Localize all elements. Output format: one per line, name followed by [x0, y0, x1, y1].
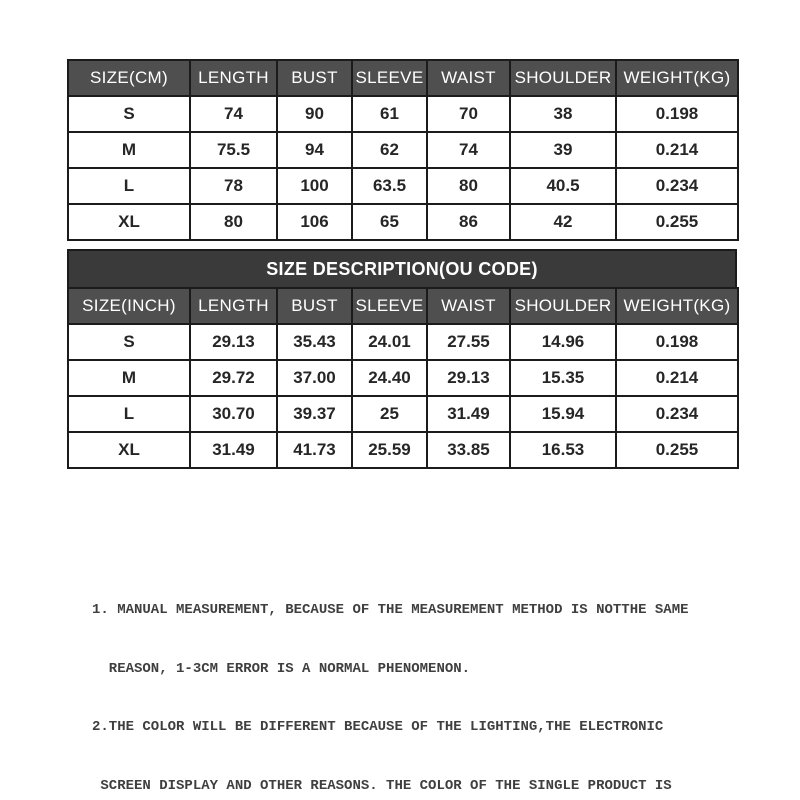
table-cell: 25.59 — [351, 431, 428, 469]
table-row-xl: XL 31.49 41.73 25.59 33.85 16.53 0.255 — [67, 431, 739, 469]
table-cell: 33.85 — [426, 431, 511, 469]
table-cell: 40.5 — [509, 167, 617, 205]
table-cell: 30.70 — [189, 395, 278, 433]
table-cell: 0.234 — [615, 167, 739, 205]
table-cell: 100 — [276, 167, 353, 205]
table-cell: 106 — [276, 203, 353, 241]
table-cell: 42 — [509, 203, 617, 241]
size-label: L — [67, 395, 191, 433]
table-cell: 24.01 — [351, 323, 428, 361]
column-header-shoulder: SHOULDER — [509, 287, 617, 325]
table-cell: 31.49 — [426, 395, 511, 433]
column-header-length: LENGTH — [189, 59, 278, 97]
table-cell: 80 — [426, 167, 511, 205]
table-cell: 24.40 — [351, 359, 428, 397]
table-cell: 39 — [509, 131, 617, 169]
table-cell: 0.214 — [615, 359, 739, 397]
table-cell: 37.00 — [276, 359, 353, 397]
table-cell: 94 — [276, 131, 353, 169]
column-header-waist: WAIST — [426, 287, 511, 325]
table-cell: 31.49 — [189, 431, 278, 469]
note-line: 1. MANUAL MEASUREMENT, BECAUSE OF THE ME… — [92, 602, 689, 618]
table-cell: 63.5 — [351, 167, 428, 205]
table-cell: 29.13 — [189, 323, 278, 361]
size-chart-content: SIZE(CM) LENGTH BUST SLEEVE WAIST SHOULD… — [67, 59, 739, 469]
note-line: REASON, 1-3CM ERROR IS A NORMAL PHENOMEN… — [92, 660, 471, 677]
column-header-waist: WAIST — [426, 59, 511, 97]
table-cell: 78 — [189, 167, 278, 205]
size-label: M — [67, 359, 191, 397]
table-row-m: M 29.72 37.00 24.40 29.13 15.35 0.214 — [67, 359, 739, 397]
size-label: L — [67, 167, 191, 205]
table-cell: 15.35 — [509, 359, 617, 397]
column-header-shoulder: SHOULDER — [509, 59, 617, 97]
table-cell: 74 — [426, 131, 511, 169]
table-cell: 75.5 — [189, 131, 278, 169]
table-cell: 0.234 — [615, 395, 739, 433]
table-row-m: M 75.5 94 62 74 39 0.214 — [67, 131, 739, 169]
table-cell: 29.13 — [426, 359, 511, 397]
table-cell: 16.53 — [509, 431, 617, 469]
size-table-cm: SIZE(CM) LENGTH BUST SLEEVE WAIST SHOULD… — [67, 59, 739, 241]
table-cell: 86 — [426, 203, 511, 241]
table-cell: 0.214 — [615, 131, 739, 169]
size-label: S — [67, 95, 191, 133]
column-header-size-cm: SIZE(CM) — [67, 59, 191, 97]
table-cell: 14.96 — [509, 323, 617, 361]
note-line: SCREEN DISPLAY AND OTHER REASONS. THE CO… — [92, 777, 672, 794]
size-label: XL — [67, 431, 191, 469]
table-cell: 25 — [351, 395, 428, 433]
size-table-inch: SIZE(INCH) LENGTH BUST SLEEVE WAIST SHOU… — [67, 287, 739, 469]
table-cell: 61 — [351, 95, 428, 133]
table-header-row: SIZE(CM) LENGTH BUST SLEEVE WAIST SHOULD… — [67, 59, 739, 97]
table-row-l: L 78 100 63.5 80 40.5 0.234 — [67, 167, 739, 205]
table-cell: 0.198 — [615, 95, 739, 133]
table-row-s: S 74 90 61 70 38 0.198 — [67, 95, 739, 133]
table-row-s: S 29.13 35.43 24.01 27.55 14.96 0.198 — [67, 323, 739, 361]
table-cell: 15.94 — [509, 395, 617, 433]
table-row-xl: XL 80 106 65 86 42 0.255 — [67, 203, 739, 241]
column-header-length: LENGTH — [189, 287, 278, 325]
table-cell: 27.55 — [426, 323, 511, 361]
table-header-row: SIZE(INCH) LENGTH BUST SLEEVE WAIST SHOU… — [67, 287, 739, 325]
table-cell: 0.255 — [615, 431, 739, 469]
table-cell: 38 — [509, 95, 617, 133]
size-label: M — [67, 131, 191, 169]
column-header-sleeve: SLEEVE — [351, 59, 428, 97]
column-header-weight: WEIGHT(KG) — [615, 287, 739, 325]
table-cell: 0.198 — [615, 323, 739, 361]
measurement-notes: 1. MANUAL MEASUREMENT, BECAUSE OF THE ME… — [92, 562, 714, 800]
table-cell: 29.72 — [189, 359, 278, 397]
table-cell: 70 — [426, 95, 511, 133]
column-header-bust: BUST — [276, 287, 353, 325]
table-cell: 74 — [189, 95, 278, 133]
column-header-bust: BUST — [276, 59, 353, 97]
table-cell: 62 — [351, 131, 428, 169]
table-cell: 0.255 — [615, 203, 739, 241]
table-cell: 90 — [276, 95, 353, 133]
table-cell: 35.43 — [276, 323, 353, 361]
table-cell: 39.37 — [276, 395, 353, 433]
table-cell: 41.73 — [276, 431, 353, 469]
column-header-sleeve: SLEEVE — [351, 287, 428, 325]
size-label: S — [67, 323, 191, 361]
table-cell: 80 — [189, 203, 278, 241]
column-header-weight: WEIGHT(KG) — [615, 59, 739, 97]
note-line: 2.THE COLOR WILL BE DIFFERENT BECAUSE OF… — [92, 719, 664, 735]
table-cell: 65 — [351, 203, 428, 241]
column-header-size-inch: SIZE(INCH) — [67, 287, 191, 325]
table-row-l: L 30.70 39.37 25 31.49 15.94 0.234 — [67, 395, 739, 433]
size-label: XL — [67, 203, 191, 241]
size-description-banner: SIZE DESCRIPTION(OU CODE) — [67, 249, 737, 287]
